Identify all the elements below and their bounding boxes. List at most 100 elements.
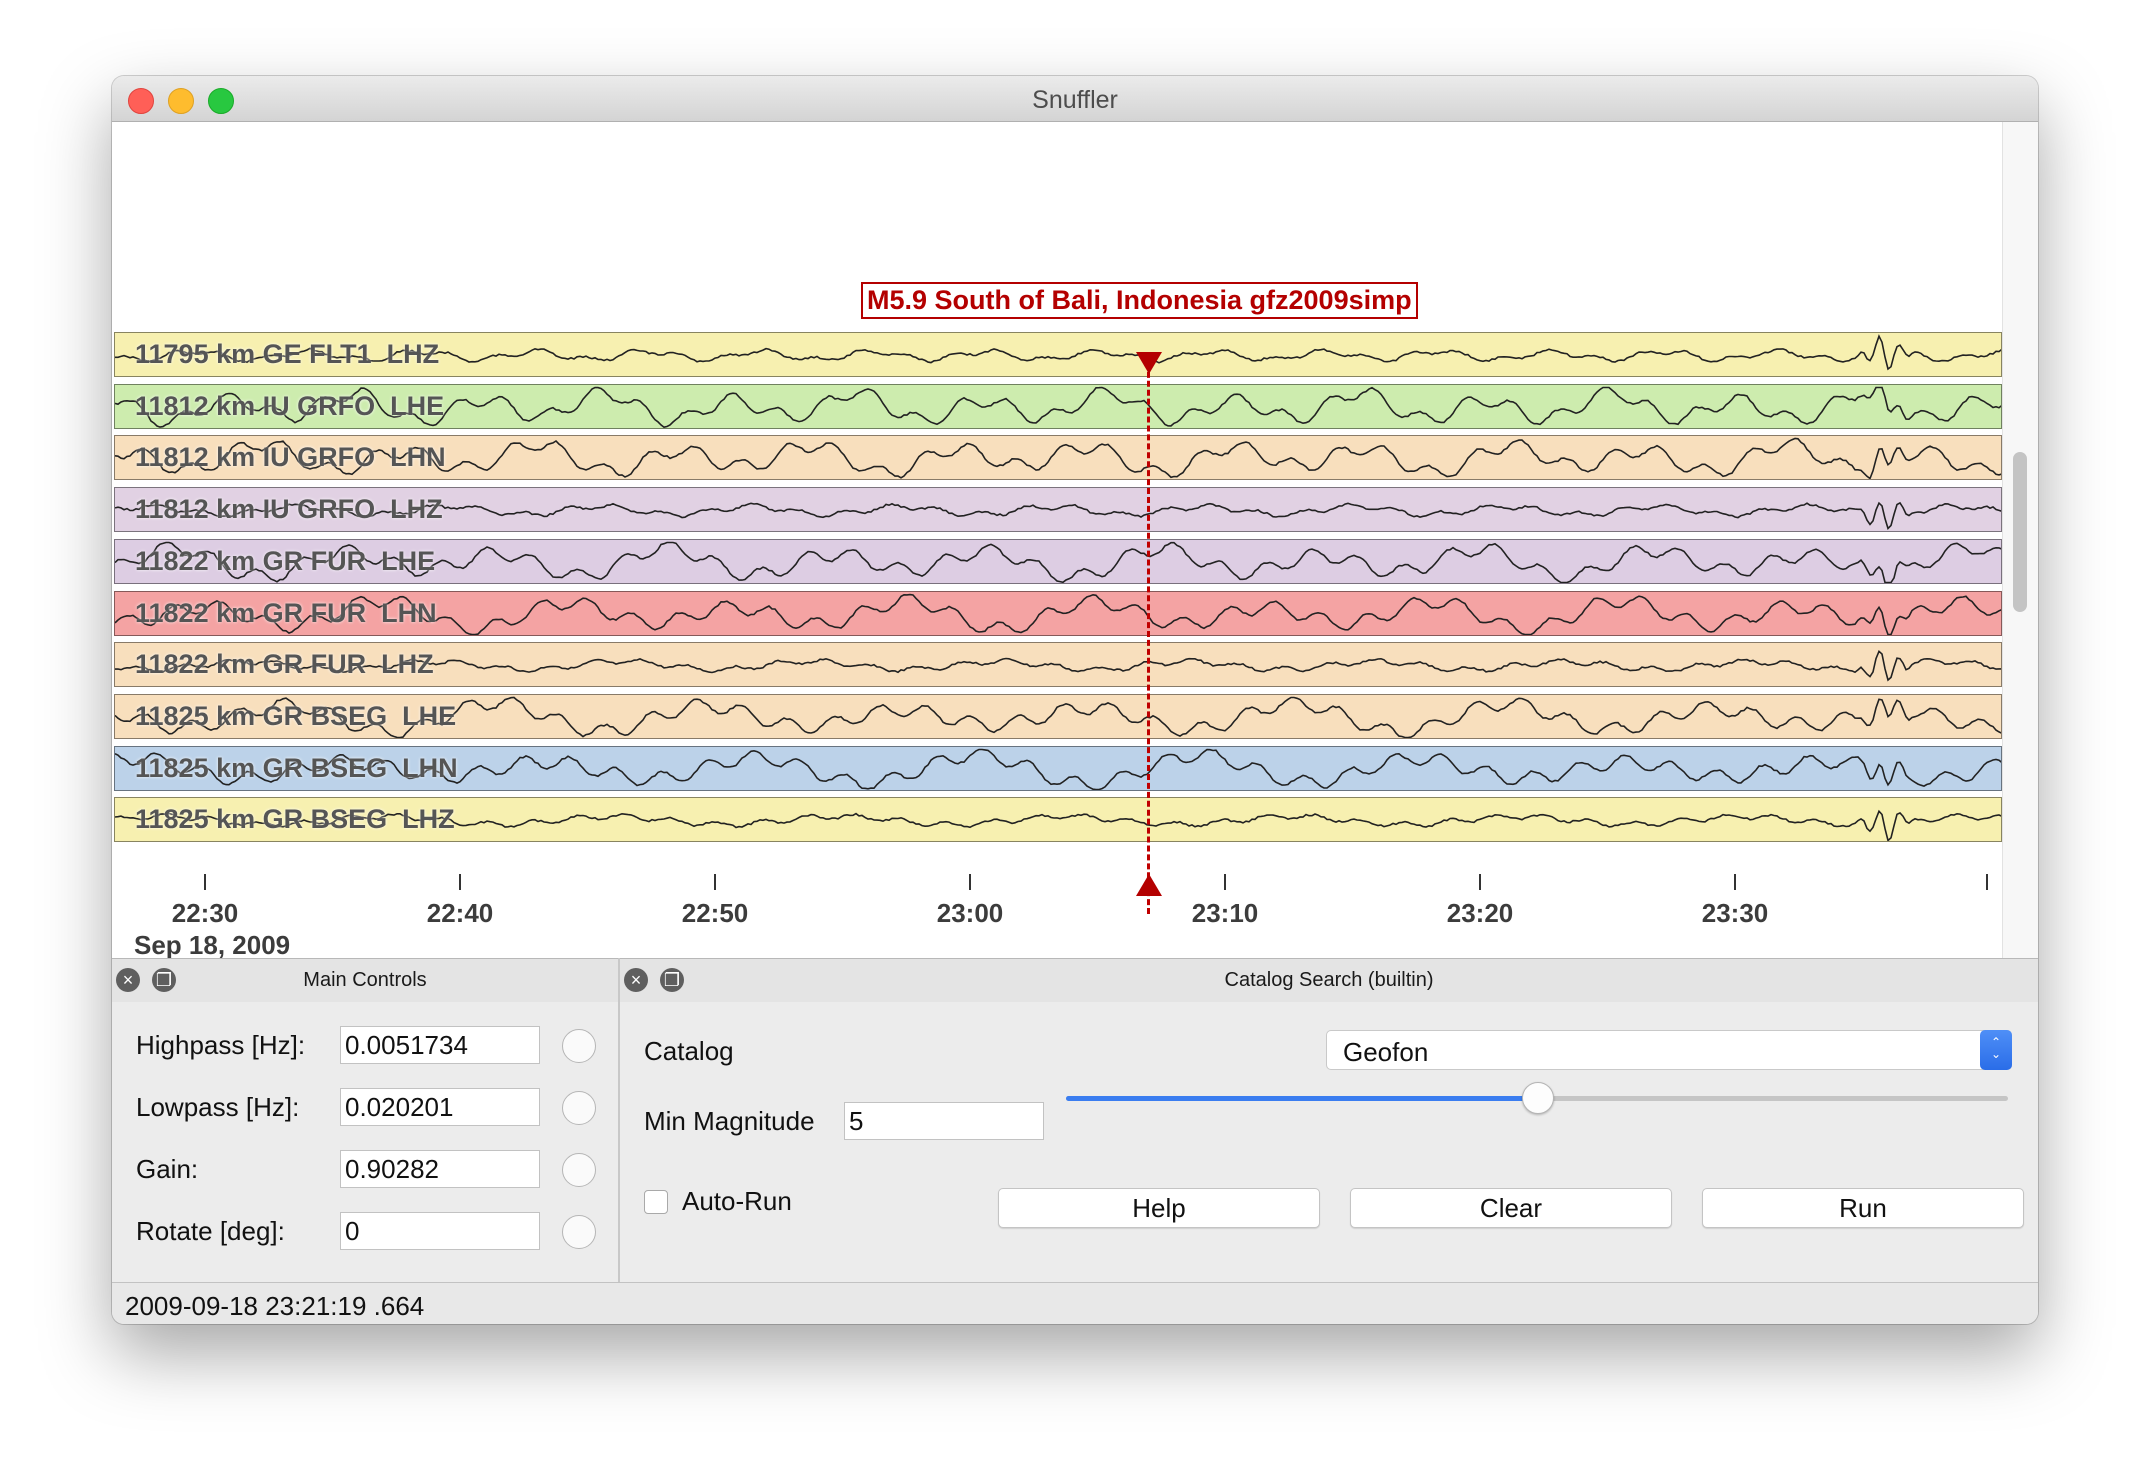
trace-row[interactable]: 11822 km GR FUR LHN: [114, 590, 2002, 636]
catalog-label: Catalog: [644, 1036, 734, 1066]
axis-tick: [1986, 874, 1988, 890]
trace-label: 11825 km GR BSEG LHE: [135, 700, 457, 731]
waveform-path: [115, 438, 2001, 480]
event-marker-top-arrow: [1136, 352, 1162, 374]
rotate-input[interactable]: 0: [340, 1212, 540, 1250]
axis-tick-label: 23:20: [1446, 898, 1514, 928]
waveform-path: [115, 593, 2001, 635]
clear-button[interactable]: Clear: [1350, 1188, 1672, 1228]
catalog-search-panel: Catalog Geofon ⌃ ⌄ Min Magnitude 5 Auto-R…: [620, 1002, 2038, 1282]
trace-row[interactable]: 11825 km GR BSEG LHN: [114, 745, 2002, 791]
axis-tick: [459, 874, 461, 890]
close-window-button[interactable]: [128, 88, 154, 114]
waveform: [115, 650, 2001, 682]
waveform: [115, 334, 2001, 371]
axis-date-label: Sep 18, 2009: [134, 930, 291, 958]
lowpass-dial[interactable]: [562, 1091, 596, 1125]
trace-label: 11812 km IU GRFO LHZ: [135, 494, 443, 525]
highpass-input[interactable]: 0.0051734: [340, 1026, 540, 1064]
catalog-search-header: × ❐ Catalog Search (builtin): [620, 958, 2038, 1004]
trace-label: 11822 km GR FUR LHZ: [135, 649, 434, 680]
waveform: [115, 501, 2001, 531]
dock-float-icon[interactable]: ❐: [660, 968, 684, 992]
trace-row[interactable]: 11795 km GE FLT1 LHZ: [114, 332, 2002, 377]
trace-row[interactable]: 11822 km GR FUR LHE: [114, 538, 2002, 584]
axis-tick-label: 23:00: [936, 898, 1004, 928]
axis-tick: [1224, 874, 1226, 890]
axis-tick: [714, 874, 716, 890]
dock-divider[interactable]: [618, 958, 620, 1282]
scrollbar-thumb[interactable]: [2013, 452, 2027, 612]
trace-row[interactable]: 11822 km GR FUR LHZ: [114, 642, 2002, 688]
catalog-select[interactable]: Geofon ⌃ ⌄: [1326, 1030, 2012, 1070]
trace-label: 11795 km GE FLT1 LHZ: [135, 339, 440, 369]
gain-input[interactable]: 0.90282: [340, 1150, 540, 1188]
axis-tick-label: 22:40: [426, 898, 494, 928]
lowpass-label: Lowpass [Hz]:: [136, 1092, 300, 1122]
highpass-label: Highpass [Hz]:: [136, 1030, 306, 1060]
lowpass-input[interactable]: 0.020201: [340, 1088, 540, 1126]
zoom-window-button[interactable]: [208, 88, 234, 114]
dock-close-icon[interactable]: ×: [116, 968, 140, 992]
gain-dial[interactable]: [562, 1153, 596, 1187]
trace-label: 11822 km GR FUR LHE: [135, 545, 436, 576]
rotate-dial[interactable]: [562, 1215, 596, 1249]
catalog-search-title: Catalog Search (builtin): [1224, 969, 1434, 991]
waveform: [115, 748, 2001, 790]
min-magnitude-label: Min Magnitude: [644, 1106, 815, 1136]
waveform-path: [115, 696, 2001, 738]
axis-tick-label: 23:10: [1191, 898, 1259, 928]
trace-row[interactable]: 11825 km GR BSEG LHE: [114, 693, 2002, 739]
title-bar: Snuffler: [112, 76, 2038, 122]
waveform: [115, 593, 2001, 635]
waveform: [115, 386, 2001, 428]
trace-row[interactable]: 11812 km IU GRFO LHN: [114, 435, 2002, 481]
main-controls-panel: Highpass [Hz]: 0.0051734 Lowpass [Hz]: 0…: [112, 1002, 618, 1282]
waveform: [115, 810, 2001, 842]
axis-tick-label: 22:30: [171, 898, 239, 928]
gain-label: Gain:: [136, 1154, 199, 1184]
highpass-dial[interactable]: [562, 1029, 596, 1063]
waveform: [115, 696, 2001, 738]
event-label[interactable]: M5.9 South of Bali, Indonesia gfz2009sim…: [861, 282, 1418, 319]
minimize-window-button[interactable]: [168, 88, 194, 114]
vertical-scrollbar[interactable]: [2002, 122, 2038, 958]
waveform-path: [115, 748, 2001, 790]
trace-label: 11825 km GR BSEG LHZ: [135, 804, 455, 835]
select-arrows-icon: ⌃ ⌄: [1980, 1030, 2012, 1070]
waveform-path: [115, 810, 2001, 842]
dock-float-icon[interactable]: ❐: [152, 968, 176, 992]
trace-row[interactable]: 11812 km IU GRFO LHE: [114, 383, 2002, 429]
slider-thumb[interactable]: [1522, 1082, 1554, 1114]
min-magnitude-slider[interactable]: [1066, 1082, 2008, 1114]
status-time: 2009-09-18 23:21:19 .664: [125, 1291, 425, 1321]
trace-row[interactable]: 11825 km GR BSEG LHZ: [114, 797, 2002, 843]
rotate-label: Rotate [deg]:: [136, 1216, 285, 1246]
waveform-path: [115, 650, 2001, 682]
axis-tick-label: 23:30: [1701, 898, 1769, 928]
axis-tick-label: 22:50: [681, 898, 749, 928]
event-marker-line[interactable]: [1147, 354, 1150, 914]
trace-label: 11822 km GR FUR LHN: [135, 597, 437, 628]
trace-label: 11812 km IU GRFO LHE: [135, 390, 445, 421]
trace-viewer[interactable]: M5.9 South of Bali, Indonesia gfz2009sim…: [112, 122, 2002, 958]
main-controls-title: Main Controls: [303, 969, 427, 991]
dock-close-icon[interactable]: ×: [624, 968, 648, 992]
waveform: [115, 438, 2001, 480]
axis-tick: [1479, 874, 1481, 890]
axis-tick: [969, 874, 971, 890]
auto-run-label: Auto-Run: [682, 1186, 792, 1216]
waveform: [115, 541, 2001, 583]
help-button[interactable]: Help: [998, 1188, 1320, 1228]
waveform-path: [115, 501, 2001, 531]
run-button[interactable]: Run: [1702, 1188, 2024, 1228]
slider-fill: [1066, 1096, 1537, 1101]
auto-run-checkbox[interactable]: [644, 1190, 668, 1214]
trace-label: 11812 km IU GRFO LHN: [135, 442, 446, 473]
min-magnitude-input[interactable]: 5: [844, 1102, 1044, 1140]
axis-tick: [204, 874, 206, 890]
event-marker-bottom-arrow: [1136, 874, 1162, 896]
main-controls-header: × ❐ Main Controls: [112, 958, 618, 1004]
trace-row[interactable]: 11812 km IU GRFO LHZ: [114, 487, 2002, 533]
catalog-select-value: Geofon: [1343, 1037, 1429, 1067]
